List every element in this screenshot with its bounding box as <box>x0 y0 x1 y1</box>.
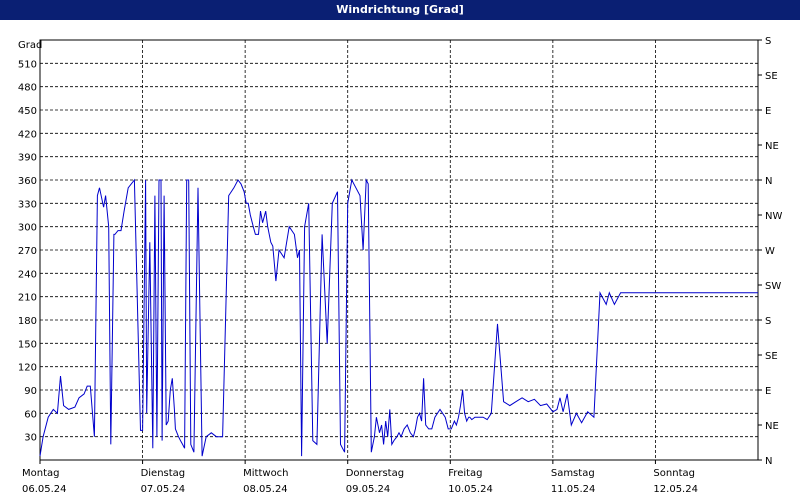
right-tick-label: NE <box>765 141 779 152</box>
grid-layer <box>40 40 758 460</box>
x-tick-day-label: Sonntag <box>653 468 695 479</box>
x-tick-date-label: 10.05.24 <box>448 484 493 495</box>
y-tick-label: 510 <box>18 59 37 70</box>
x-tick-day-label: Mittwoch <box>243 468 288 479</box>
y-tick-label: 360 <box>18 176 37 187</box>
y-tick-label: 480 <box>18 83 37 94</box>
y-tick-label: 180 <box>18 316 37 327</box>
right-tick-label: S <box>765 316 771 327</box>
y-tick-label: 330 <box>18 199 37 210</box>
chart-title: Windrichtung [Grad] <box>0 0 800 20</box>
right-tick-label: SW <box>765 281 781 292</box>
right-tick-label: N <box>765 176 772 187</box>
x-tick-date-label: 07.05.24 <box>141 484 186 495</box>
y-tick-label: 390 <box>18 153 37 164</box>
y-tick-label: 210 <box>18 293 37 304</box>
series-line-layer <box>39 178 758 457</box>
right-tick-label: E <box>765 106 771 117</box>
right-tick-label: N <box>765 456 772 467</box>
x-tick-day-label: Montag <box>22 468 59 479</box>
x-tick-date-label: 06.05.24 <box>22 484 67 495</box>
y-axis-label: Grad <box>18 40 42 51</box>
y-tick-label: 450 <box>18 106 37 117</box>
y-tick-label: 270 <box>18 246 37 257</box>
y-tick-label: 90 <box>24 386 37 397</box>
y-tick-label: 30 <box>24 433 37 444</box>
x-tick-day-label: Dienstag <box>141 468 186 479</box>
x-tick-day-label: Samstag <box>551 468 595 479</box>
axis-layer: 30 60 90 120 150 180 210 240 270 300 330 360 390 420 4… <box>18 36 783 495</box>
y-tick-label: 420 <box>18 129 37 140</box>
y-tick-label: 300 <box>18 223 37 234</box>
x-tick-day-label: Donnerstag <box>346 468 404 479</box>
series-line <box>39 178 758 457</box>
right-tick-label: SE <box>765 71 778 82</box>
y-tick-label: 150 <box>18 339 37 350</box>
x-tick-date-label: 08.05.24 <box>243 484 288 495</box>
y-tick-label: 240 <box>18 269 37 280</box>
right-tick-label: E <box>765 386 771 397</box>
x-tick-date-label: 09.05.24 <box>346 484 391 495</box>
y-tick-label: 120 <box>18 363 37 374</box>
right-tick-label: SE <box>765 351 778 362</box>
y-tick-label: 60 <box>24 409 37 420</box>
right-tick-label: W <box>765 246 775 257</box>
right-tick-label: NW <box>765 211 782 222</box>
right-tick-label: S <box>765 36 771 47</box>
x-tick-date-label: 12.05.24 <box>653 484 698 495</box>
x-tick-date-label: 11.05.24 <box>551 484 596 495</box>
x-tick-day-label: Freitag <box>448 468 482 479</box>
right-tick-label: NE <box>765 421 779 432</box>
